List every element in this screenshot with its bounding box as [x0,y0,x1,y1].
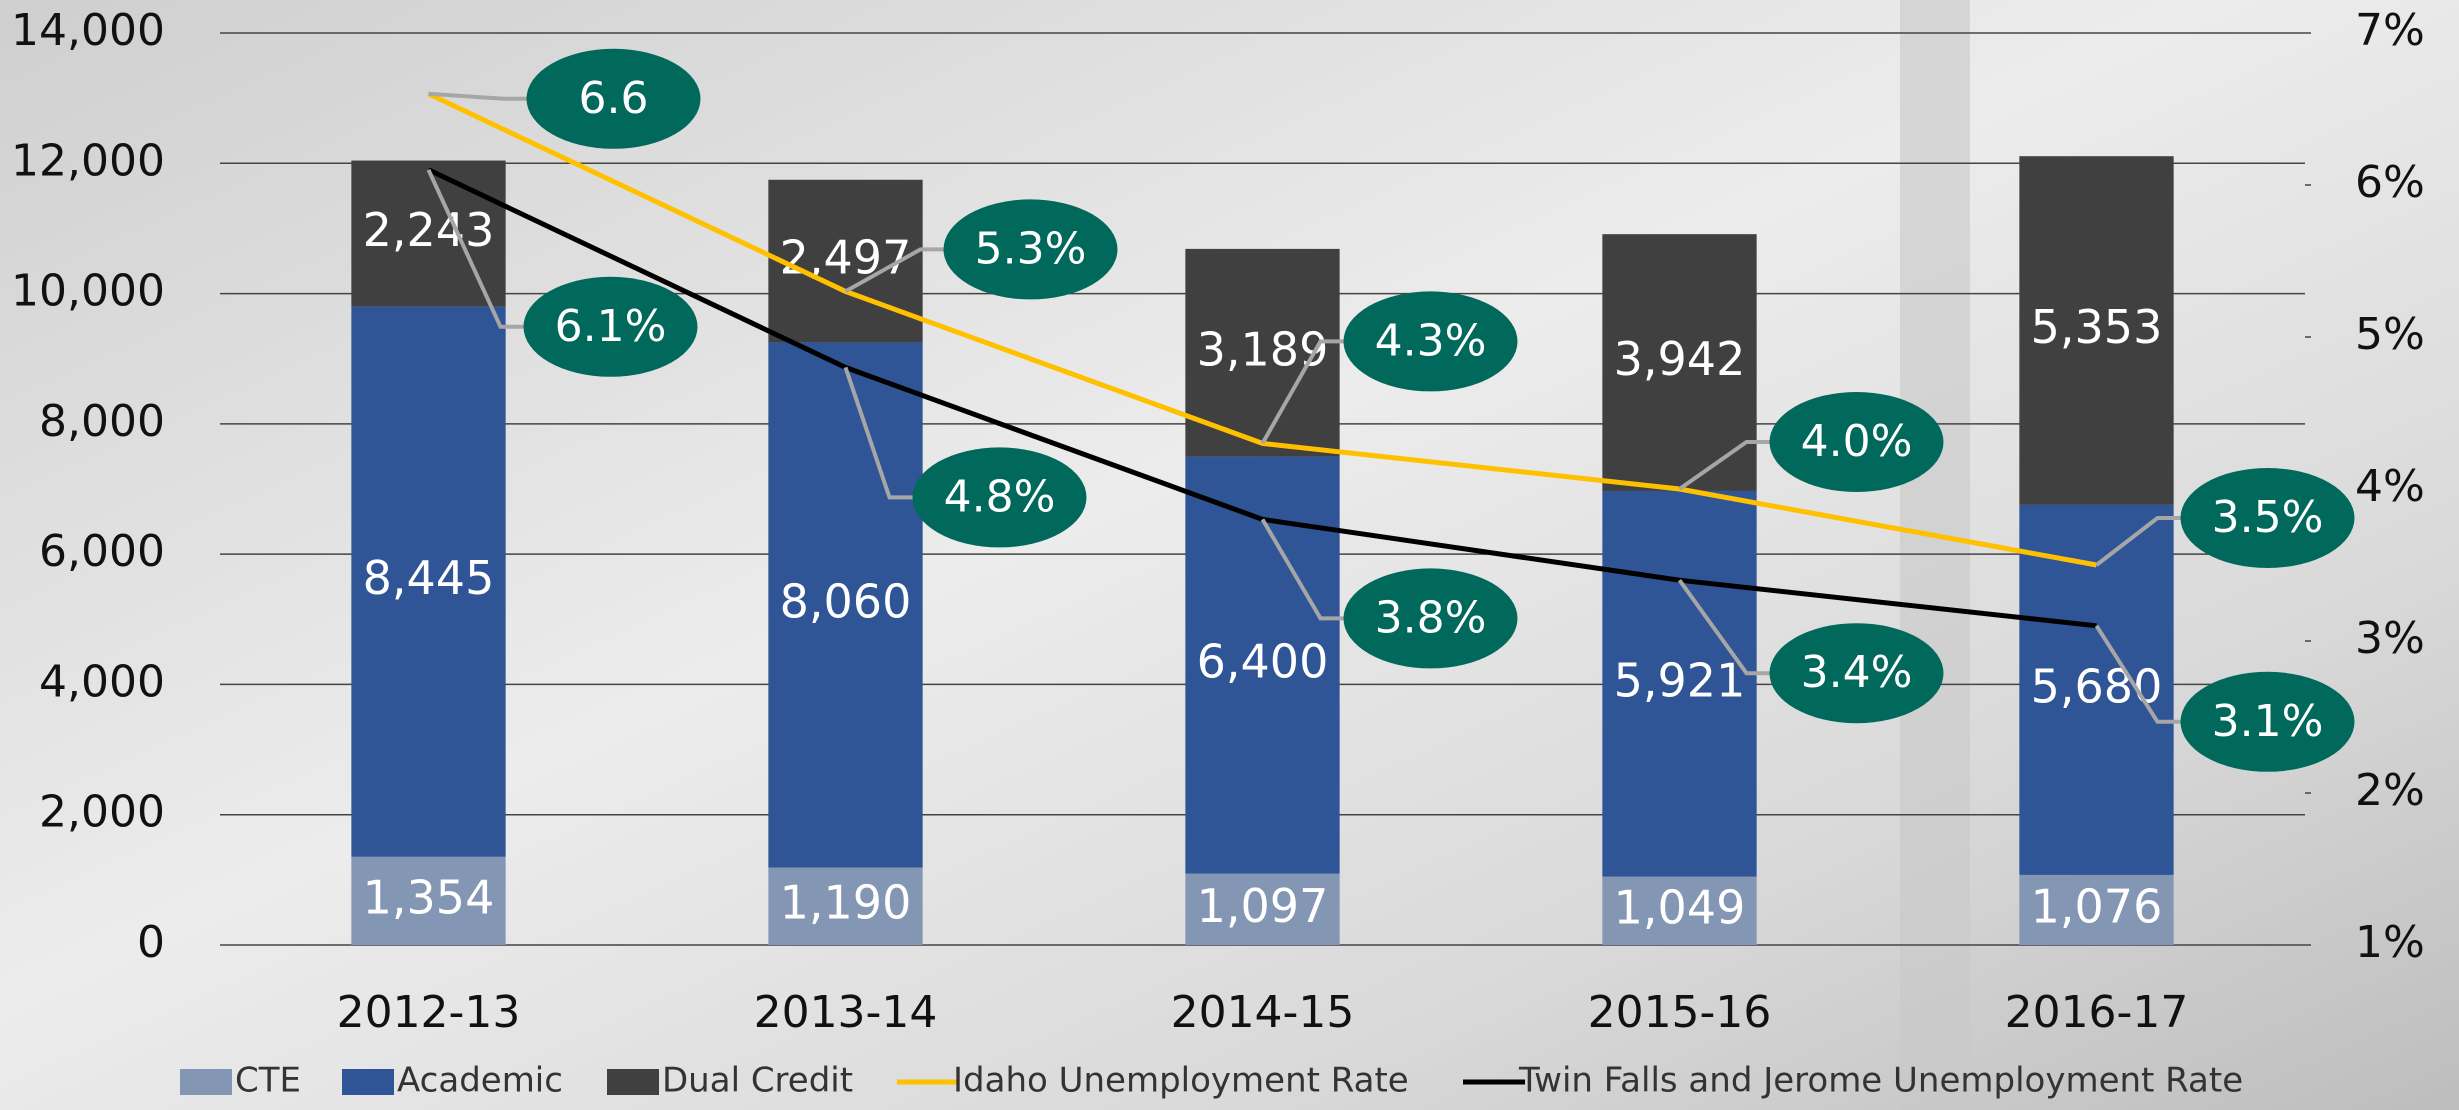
data-label: 6.6 [579,73,649,124]
leader-line [2095,516,2188,567]
data-label: 2,497 [780,231,912,285]
label-bubble [2180,671,2355,772]
y2-tick-label: 6% [2355,157,2425,208]
leader-line [426,168,531,329]
y2-tick-label: 1% [2355,917,2425,968]
data-label: 5.3% [975,223,1087,274]
data-label: 4.0% [1801,416,1913,467]
y-tick-label: 0 [137,917,165,968]
bar-segment [351,856,506,945]
y2-tick-label: 5% [2355,309,2425,360]
y-tick-label: 14,000 [11,5,165,56]
label-bubble [526,48,701,149]
label-bubble [1769,392,1944,492]
y-tick-label: 10,000 [11,266,165,317]
leader-line [844,247,951,294]
data-label: 4.3% [1375,315,1487,366]
x-tick-label: 2015-16 [1588,987,1772,1038]
data-label: 3,942 [1614,332,1746,386]
leader-line [428,91,534,101]
label-bubble [523,276,698,377]
label-bubble [1343,568,1518,669]
leader-line [1260,339,1351,445]
data-label: 5,680 [2031,659,2163,713]
data-label: 3.5% [2212,492,2324,543]
y-tick-label: 4,000 [39,656,165,707]
legend-swatch [607,1069,659,1095]
legend-label: Idaho Unemployment Rate [953,1061,1409,1101]
label-bubble [943,199,1118,300]
y2-tick-label: 7% [2355,5,2425,56]
y-tick-label: 6,000 [39,526,165,577]
data-label: 1,097 [1197,879,1329,933]
data-label: 6.1% [555,301,667,352]
bar-segment [1602,490,1757,877]
bar-segment [351,306,506,857]
leader-line [1677,579,1777,676]
y2-tick-label: 2% [2355,765,2425,816]
data-label: 1,076 [2031,879,2163,933]
data-label: 3.8% [1375,592,1487,643]
label-bubble [912,447,1087,548]
data-label: 4.8% [944,471,1056,522]
legend-label: Academic [397,1061,563,1101]
x-tick-label: 2014-15 [1171,987,1355,1038]
background-pole [1900,0,1970,1110]
x-tick-label: 2013-14 [754,987,938,1038]
bar-segment [768,342,923,868]
legend-label: CTE [235,1061,301,1101]
y2-tick-label: 4% [2355,461,2425,512]
data-label: 8,445 [363,551,495,605]
data-label: 5,921 [1614,653,1746,707]
data-label: 1,354 [363,870,495,924]
y-tick-label: 12,000 [11,135,165,186]
data-label: 1,049 [1614,880,1746,934]
y-tick-label: 8,000 [39,396,165,447]
y-tick-label: 2,000 [39,787,165,838]
leader-line [2094,624,2188,724]
bar-segment [2019,156,2174,505]
data-label: 6,400 [1197,635,1329,689]
y2-tick-label: 3% [2355,613,2425,664]
leader-line [1678,440,1777,491]
data-label: 8,060 [780,574,912,628]
label-bubble [2180,468,2355,568]
leader-line [843,366,920,500]
data-label: 5,353 [2031,300,2163,354]
data-label: 3.4% [1801,647,1913,698]
legend-swatch [342,1069,394,1095]
bar-segment [2019,504,2174,875]
label-bubble [1769,623,1944,724]
data-label: 3.1% [2212,696,2324,747]
bar-segment [768,867,923,945]
leader-line [1260,518,1351,621]
legend-label: Twin Falls and Jerome Unemployment Rate [1518,1061,2243,1101]
x-tick-label: 2016-17 [2005,987,2189,1038]
bar-segment [1185,873,1340,945]
bar-segment [2019,874,2174,945]
legend-swatch [180,1069,232,1095]
label-bubble [1343,291,1518,392]
data-label: 1,190 [780,876,912,930]
bar-segment [1602,876,1757,945]
data-label: 2,243 [363,203,495,257]
data-label: 3,189 [1197,322,1329,376]
x-tick-label: 2012-13 [337,987,521,1038]
legend-label: Dual Credit [662,1061,853,1101]
bar-segment [1602,234,1757,491]
